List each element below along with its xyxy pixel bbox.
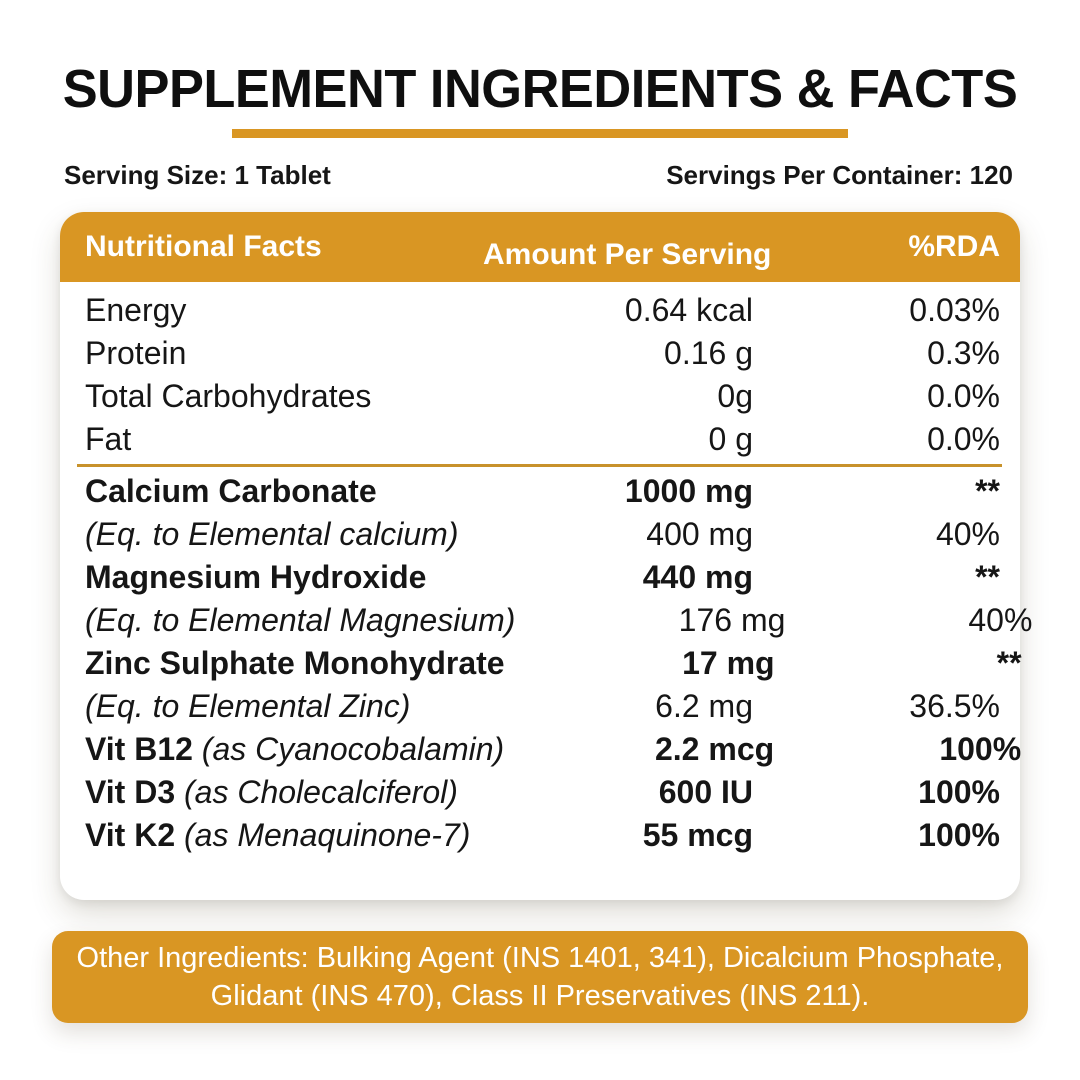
row-rda: 36.5% [909, 688, 1000, 724]
table-row: (Eq. to Elemental Zinc) 6.2 mg 36.5% [85, 685, 1000, 728]
table-row: Energy 0.64 kcal 0.03% [85, 289, 1000, 332]
table-row: Fat 0 g 0.0% [85, 418, 1000, 461]
row-name: Vit D3 (as Cholecalciferol) [85, 774, 458, 810]
facts-table-body: Energy 0.64 kcal 0.03% Protein 0.16 g 0.3% Tot… [60, 282, 1032, 857]
section-divider [77, 464, 1002, 467]
table-row: Vit K2 (as Menaquinone-7) 55 mcg 100% [85, 814, 1000, 857]
row-name: Calcium Carbonate [85, 473, 377, 509]
row-name-note: (as Menaquinone-7) [184, 817, 471, 853]
column-header-rda: %RDA [908, 230, 1000, 263]
column-header-amount-per-serving: Amount Per Serving [483, 238, 772, 271]
row-amount: 600 IU [658, 774, 753, 810]
table-row: Total Carbohydrates 0g 0.0% [85, 375, 1000, 418]
row-rda: 40% [968, 602, 1033, 638]
row-rda: 0.0% [927, 421, 1000, 457]
row-rda: 100% [918, 774, 1000, 810]
table-row: Zinc Sulphate Monohydrate 17 mg ** [85, 642, 1022, 685]
row-rda: 0.0% [927, 378, 1000, 414]
row-rda: ** [996, 645, 1022, 681]
row-amount: 55 mcg [642, 817, 753, 853]
row-amount: 0.16 g [664, 335, 753, 371]
row-amount: 17 mg [682, 645, 775, 681]
row-amount: 6.2 mg [655, 688, 753, 724]
row-rda: 100% [918, 817, 1000, 853]
row-name: (Eq. to Elemental Magnesium) [85, 602, 516, 638]
title-underline [232, 129, 848, 138]
table-row: (Eq. to Elemental Magnesium) 176 mg 40% [85, 599, 1032, 642]
row-amount: 176 mg [678, 602, 786, 638]
serving-size-label: Serving Size: 1 Tablet [64, 160, 331, 190]
serving-info-row: Serving Size: 1 Tablet Servings Per Cont… [64, 160, 1013, 190]
row-name: Vit K2 (as Menaquinone-7) [85, 817, 471, 853]
row-amount: 2.2 mcg [654, 731, 775, 767]
row-name: (Eq. to Elemental calcium) [85, 516, 459, 552]
row-rda: 100% [939, 731, 1022, 767]
table-row: Vit D3 (as Cholecalciferol) 600 IU 100% [85, 771, 1000, 814]
row-name: Fat [85, 421, 132, 457]
row-rda: 0.03% [909, 292, 1000, 328]
page-title: SUPPLEMENT INGREDIENTS & FACTS [62, 59, 1018, 119]
row-rda: ** [975, 559, 1000, 595]
row-name: Vit B12 (as Cyanocobalamin) [85, 731, 505, 767]
row-name: Protein [85, 335, 187, 371]
table-row: Vit B12 (as Cyanocobalamin) 2.2 mcg 100% [85, 728, 1021, 771]
row-amount: 400 mg [646, 516, 753, 552]
row-amount: 1000 mg [624, 473, 753, 509]
row-name: Magnesium Hydroxide [85, 559, 427, 595]
row-name: Zinc Sulphate Monohydrate [85, 645, 505, 681]
row-name: (Eq. to Elemental Zinc) [85, 688, 411, 724]
row-name-note: (as Cyanocobalamin) [201, 731, 505, 767]
row-rda: 40% [935, 516, 1000, 552]
table-row: Calcium Carbonate 1000 mg ** [85, 470, 1000, 513]
other-ingredients-text: Other Ingredients: Bulking Agent (INS 14… [76, 942, 1004, 1012]
table-row: Protein 0.16 g 0.3% [85, 332, 1000, 375]
servings-per-container-label: Servings Per Container: 120 [666, 160, 1013, 190]
table-row: (Eq. to Elemental calcium) 400 mg 40% [85, 513, 1000, 556]
row-amount: 440 mg [642, 559, 753, 595]
facts-table-header: Nutritional Facts Amount Per Serving %RD… [60, 212, 1020, 282]
row-name-note: (as Cholecalciferol) [184, 774, 458, 810]
row-amount: 0.64 kcal [624, 292, 753, 328]
row-name: Total Carbohydrates [85, 378, 372, 414]
table-row: Magnesium Hydroxide 440 mg ** [85, 556, 1000, 599]
row-rda: 0.3% [927, 335, 1000, 371]
row-name: Energy [85, 292, 187, 328]
column-header-nutritional-facts: Nutritional Facts [85, 230, 322, 263]
row-rda: ** [975, 473, 1000, 509]
other-ingredients-box: Other Ingredients: Bulking Agent (INS 14… [52, 931, 1028, 1023]
row-amount: 0g [717, 378, 753, 414]
row-amount: 0 g [708, 421, 753, 457]
nutrition-facts-card: Nutritional Facts Amount Per Serving %RD… [60, 212, 1032, 900]
